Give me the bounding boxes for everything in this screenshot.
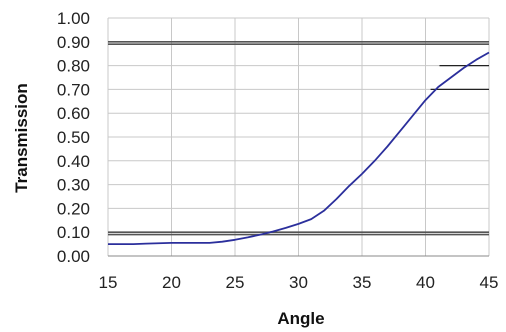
y-tick-label: 0.50 — [57, 128, 90, 147]
x-tick-label: 30 — [289, 273, 308, 292]
x-tick-label: 20 — [162, 273, 181, 292]
y-tick-label: 0.10 — [57, 223, 90, 242]
grid-lines — [107, 17, 490, 257]
y-tick-label: 0.80 — [57, 57, 90, 76]
x-tick-label: 25 — [226, 273, 245, 292]
x-tick-label: 40 — [416, 273, 435, 292]
y-axis-ticks: 0.00 0.10 0.20 0.30 0.40 0.50 0.60 0.70 0.80 0.90… — [57, 9, 90, 266]
x-tick-label: 35 — [353, 273, 372, 292]
y-tick-label: 1.00 — [57, 9, 90, 28]
y-tick-label: 0.30 — [57, 176, 90, 195]
reference-lines — [108, 40, 489, 236]
series-line — [108, 51, 490, 245]
y-tick-label: 0.60 — [57, 104, 90, 123]
series-layer — [108, 51, 490, 245]
y-tick-label: 0.40 — [57, 152, 90, 171]
x-tick-label: 15 — [99, 273, 118, 292]
y-tick-label: 0.70 — [57, 80, 90, 99]
y-axis-title: Transmission — [12, 83, 31, 193]
y-tick-label: 0.00 — [57, 247, 90, 266]
y-tick-label: 0.90 — [57, 33, 90, 52]
x-axis-ticks: 15 20 25 30 35 40 45 — [99, 273, 499, 292]
x-axis-title: Angle — [277, 309, 324, 328]
x-tick-label: 45 — [480, 273, 499, 292]
y-tick-label: 0.20 — [57, 199, 90, 218]
